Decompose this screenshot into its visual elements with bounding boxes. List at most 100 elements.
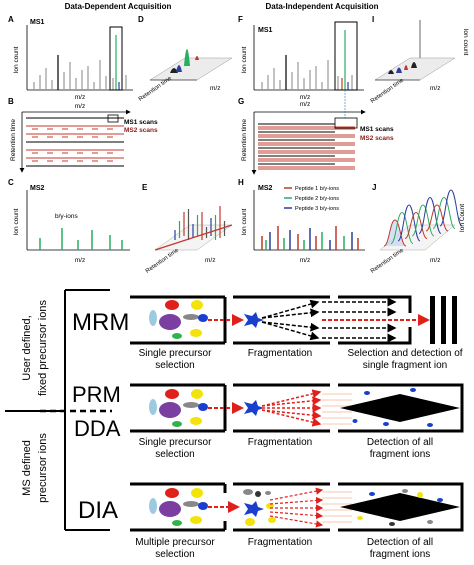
mrm-caption-1-b: selection [155, 360, 194, 371]
panel-d-plane [149, 57, 233, 81]
dda-label: DDA [74, 416, 121, 441]
panel-i-peak-black1 [388, 70, 394, 74]
dia-frag-4 [437, 498, 443, 502]
panel-i-peak-blue [396, 67, 402, 73]
panel-letter-b: B [8, 97, 14, 106]
panel-h-xlabel: m/z [300, 257, 310, 264]
legend-label-3: Peptide 3 b/y-ions [295, 206, 339, 212]
mrm-ion-blue [198, 314, 208, 322]
panel-b-scans [26, 117, 124, 167]
mrm-ion-green [172, 333, 182, 339]
panel-a: A MS1 Ion count m/z [8, 15, 133, 101]
dia-ion-purple [159, 501, 181, 517]
panel-i-plane [374, 57, 456, 81]
panel-j-xlabel: m/z [430, 257, 440, 264]
dia-ion-lightblue [149, 498, 157, 514]
panel-d-xlabel: m/z [210, 85, 220, 92]
panel-i: I Ion count m/z Retention time [370, 15, 469, 105]
panel-d-peak-black [170, 68, 178, 73]
prm-frag-2 [410, 388, 416, 392]
mrm-ion-yellow2 [190, 329, 202, 337]
dia-ion-blue [198, 502, 208, 510]
mrm-detector-bar-3 [452, 296, 457, 344]
panel-letter-d: D [138, 15, 144, 24]
panel-j: J Ion Count m/z Retention time [370, 183, 466, 275]
panel-a-selection-box [109, 26, 123, 91]
mrm-quad3 [338, 295, 412, 345]
prm-caption-3-b: fragment ions [370, 449, 431, 460]
panel-g-ylabel: Retention time [241, 119, 248, 161]
panel-e-xlabel: m/z [205, 257, 215, 264]
prm-caption-3-a: Detection of all [367, 437, 433, 448]
panel-d-peak-blue [176, 65, 182, 72]
mrm-caption-3-b: single fragment ion [363, 360, 448, 371]
dia-caption-3-a: Detection of all [367, 537, 433, 548]
panel-f-xlabel: m/z [300, 94, 310, 101]
mrm-detector-bar-2 [441, 296, 446, 344]
dia-ion-green [172, 520, 182, 526]
panel-j-ylabel: Ion Count [459, 204, 466, 232]
prm-ion-lightblue [149, 399, 157, 415]
dia-caption-1-b: selection [155, 549, 194, 560]
panel-letter-g: G [238, 97, 244, 106]
panel-c-ms2-label: MS2 [30, 185, 45, 192]
panel-e-ylabel: Retention time [145, 247, 181, 274]
panel-letter-f: F [238, 15, 243, 24]
prm-ion-blue [198, 403, 208, 411]
panel-g: G m/z Retention time MS1 scans MS2 scans [238, 90, 394, 175]
panel-g-ms2-scans: MS2 scans [360, 135, 394, 142]
panel-b-xlabel: m/z [75, 103, 85, 110]
panel-letter-e: E [142, 183, 148, 192]
prm-caption-1-a: Single precursor [139, 437, 212, 448]
mrm-detect-arrows [322, 297, 397, 343]
panel-a-xlabel: m/z [75, 94, 85, 101]
panel-e-peaks [154, 206, 233, 251]
panel-f-peaks [261, 30, 353, 90]
prm-frag-3 [383, 422, 389, 426]
dia-caption-1-a: Multiple precursor [135, 537, 215, 548]
panel-h-ylabel: Ion count [241, 208, 248, 235]
xic-curve [432, 196, 456, 229]
prm-frag-1 [364, 391, 370, 395]
prm-ion-green [172, 421, 182, 427]
panel-c: C MS2 Ion count b/y-ions m/z [8, 178, 130, 264]
panel-g-xlabel: m/z [300, 101, 310, 108]
dia-frag-1 [369, 492, 375, 496]
prm-quad1 [130, 383, 227, 433]
prm-ion-yellow2 [190, 417, 202, 425]
prm-caption-1-b: selection [155, 449, 194, 460]
dia-label: DIA [78, 497, 118, 524]
panel-c-xlabel: m/z [75, 257, 85, 264]
dia-ion-red [165, 488, 179, 498]
panel-letter-a: A [8, 15, 14, 24]
xic-curve [411, 204, 435, 237]
prm-blue-burst [244, 400, 264, 416]
panel-g-ms1-scans: MS1 scans [360, 126, 394, 133]
xic-curve [418, 196, 442, 234]
user-defined-label-1: User defined, [21, 315, 33, 380]
dia-frag-3 [417, 492, 423, 498]
panel-b-ms2-scans: MS2 scans [124, 127, 158, 134]
dia-frag-6 [389, 522, 395, 526]
prm-detection-diamond [340, 394, 460, 422]
panel-h: H MS2 Ion count Peptide 1 b/y-ions Pepti… [238, 178, 365, 264]
prm-ion-purple [159, 402, 181, 418]
mrm-quad1 [130, 295, 227, 345]
ms2-baseline [154, 224, 233, 251]
dia-caption-2: Fragmentation [248, 537, 312, 548]
panel-d: D m/z Retention time [138, 15, 233, 103]
mrm-label: MRM [72, 309, 129, 336]
xic-curve [439, 189, 463, 227]
prm-frag-4 [427, 423, 433, 427]
panel-a-peaks [33, 35, 127, 90]
dia-ion-yellow [191, 488, 203, 498]
panel-a-ms1-label: MS1 [30, 19, 45, 26]
dia-ion-gray [183, 501, 199, 507]
xic-curve [397, 204, 421, 242]
panel-f-ms1-label: MS1 [258, 27, 273, 34]
panel-d-peak-green [184, 49, 190, 66]
mrm-fragment-arrows [261, 299, 320, 341]
prm-caption-2: Fragmentation [248, 437, 312, 448]
xic-curve [390, 211, 414, 244]
